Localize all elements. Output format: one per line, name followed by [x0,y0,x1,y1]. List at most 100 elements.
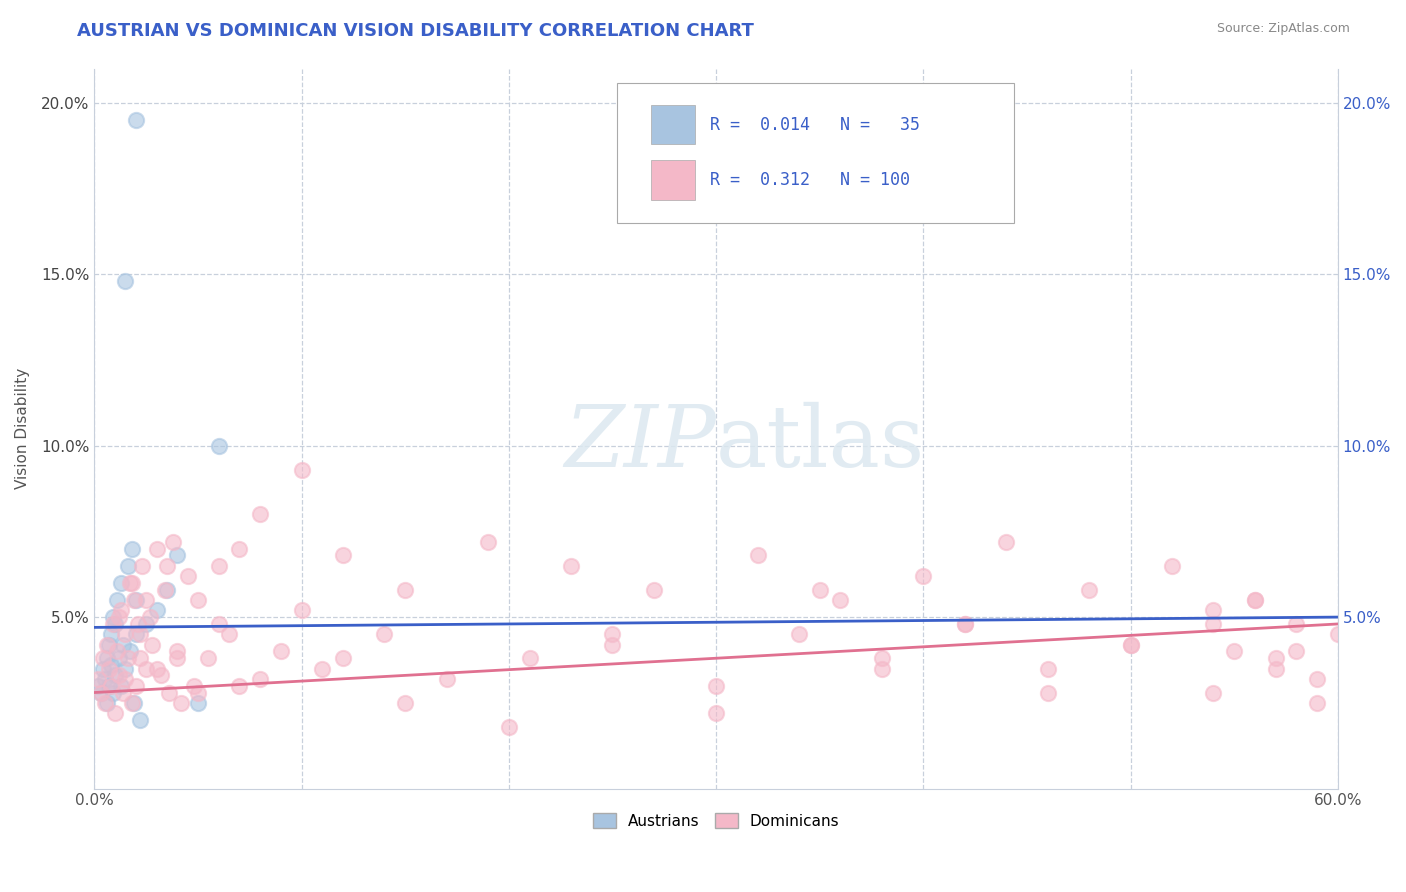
Point [830,593,852,607]
Point [208,558,231,573]
Point [112,638,135,652]
Point [808,582,831,597]
Point [122,593,145,607]
Point [122,696,145,710]
Point [519,651,541,665]
Point [870,661,893,675]
Point [704,679,727,693]
Point [100,627,122,641]
Point [332,651,354,665]
Point [101,616,124,631]
Point [129,713,152,727]
Point [87,679,110,693]
Text: atlas: atlas [716,401,925,484]
Point [290,603,312,617]
Point [747,549,769,563]
Point [394,582,416,597]
Point [1036,685,1059,699]
Text: ZIP: ZIP [564,401,716,484]
Point [118,644,141,658]
Point [1326,627,1348,641]
Point [394,696,416,710]
Point [101,610,124,624]
Point [1119,638,1142,652]
Point [145,661,167,675]
Point [139,610,162,624]
Text: Source: ZipAtlas.com: Source: ZipAtlas.com [1216,22,1350,36]
Point [96,651,118,665]
Point [121,541,143,556]
Point [953,616,976,631]
Point [1285,644,1308,658]
Point [1202,603,1225,617]
Point [100,679,122,693]
Point [1285,616,1308,631]
Point [912,569,935,583]
Point [153,582,176,597]
Point [249,672,271,686]
Point [90,685,112,699]
Point [498,720,520,734]
Point [1306,696,1329,710]
Y-axis label: Vision Disability: Vision Disability [15,368,30,489]
Point [1202,616,1225,631]
Point [97,679,120,693]
Legend: Austrians, Dominicans: Austrians, Dominicans [586,806,845,835]
FancyBboxPatch shape [651,161,695,200]
Point [127,616,149,631]
Point [141,638,163,652]
Point [97,661,120,675]
Point [135,661,157,675]
Point [117,651,139,665]
Point [114,672,136,686]
Point [114,661,136,675]
Point [602,627,624,641]
Point [162,534,184,549]
Point [560,558,582,573]
Point [1036,661,1059,675]
Point [332,549,354,563]
Point [131,558,153,573]
Point [166,651,188,665]
Point [114,274,136,288]
Point [97,638,120,652]
Point [118,575,141,590]
Point [166,549,188,563]
Point [170,696,193,710]
Point [1161,558,1184,573]
Point [176,569,198,583]
Point [121,696,143,710]
Point [156,582,179,597]
Point [1078,582,1101,597]
Point [1264,651,1286,665]
Point [96,696,118,710]
Point [105,644,128,658]
Point [110,679,132,693]
Point [311,661,333,675]
Point [870,651,893,665]
Point [787,627,810,641]
Text: R =  0.014   N =   35: R = 0.014 N = 35 [710,116,920,134]
Point [104,668,127,682]
Point [114,627,136,641]
FancyBboxPatch shape [651,105,695,145]
Point [704,706,727,720]
Point [249,507,271,521]
Point [1264,661,1286,675]
Point [87,672,110,686]
Point [129,627,152,641]
Point [104,706,127,720]
Point [96,638,118,652]
Point [125,627,148,641]
Text: AUSTRIAN VS DOMINICAN VISION DISABILITY CORRELATION CHART: AUSTRIAN VS DOMINICAN VISION DISABILITY … [77,22,754,40]
Point [218,627,240,641]
Point [1202,685,1225,699]
Point [108,668,131,682]
Point [187,593,209,607]
Point [91,651,114,665]
Point [156,558,179,573]
Point [228,541,250,556]
Point [135,616,157,631]
Point [1244,593,1267,607]
Point [110,575,132,590]
